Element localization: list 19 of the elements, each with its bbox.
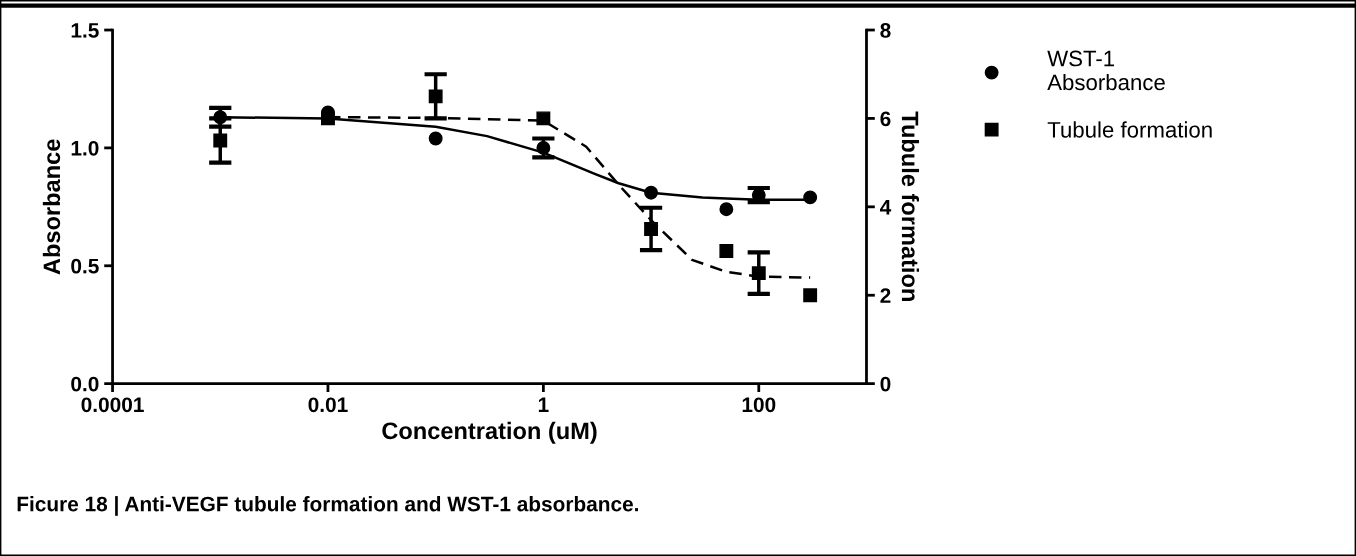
x-axis-title: Concentration (uM)	[382, 421, 597, 444]
x-tick-label: 0.01	[308, 397, 348, 413]
y2-tick-label: 2	[880, 288, 891, 303]
legend-label: Tubule formation	[1047, 121, 1212, 138]
x-tick-label: 1	[538, 397, 549, 412]
x-tick-label: 0.0001	[81, 397, 144, 413]
x-tick-label: 100	[742, 397, 776, 413]
y-axis-title: Absorbance	[42, 139, 61, 275]
text: Ficure 18 | Anti-VEGF tubule formation and WST-1 absorbance.	[17, 496, 639, 516]
y-tick-label: 1.0	[71, 140, 99, 156]
y2-tick-label: 4	[879, 200, 892, 215]
y2-tick-label: 0	[880, 376, 891, 392]
y2-tick-label: 6	[880, 111, 891, 127]
y-tick-label: 0.0	[71, 376, 99, 392]
legend-label: WST-1 Absorbance	[1047, 50, 1165, 91]
y-tick-label: 0.5	[71, 258, 99, 274]
y2-tick-label: 8	[880, 23, 891, 38]
y-tick-label: 1.5	[71, 23, 99, 38]
y2-axis-title: Tubule formation	[901, 111, 920, 301]
